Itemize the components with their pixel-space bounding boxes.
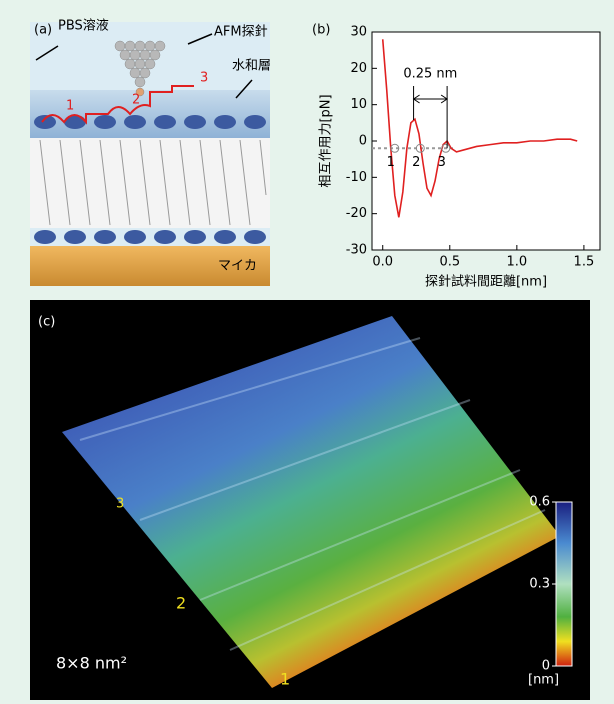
probe-path [41,85,194,125]
marker-label: 3 [438,155,446,170]
x-axis-label: 探針試料間距離[nm] [425,274,547,290]
y-tick-label: 20 [350,61,367,76]
lipid-layer [30,138,270,228]
probe-label: AFM探針 [214,25,268,40]
colorbar-unit: [nm] [528,673,559,688]
colorbar-tick-label: 0.6 [529,495,550,510]
force-curve [381,39,578,218]
surface-ridges [79,337,546,651]
substrate-label: マイカ [218,259,257,274]
y-axis-label: 相互作用力[pN] [319,94,334,187]
lipid-chains [39,139,267,226]
y-tick-label: -20 [346,206,367,221]
panel-label: (b) [312,23,330,38]
mica [30,246,270,286]
spacing-arrow [412,94,449,104]
y-tick-label: -30 [346,243,367,258]
marker-label: 2 [412,155,420,170]
marker-label: 1 [387,155,395,170]
x-tick-label: 1.0 [507,255,528,270]
head-groups [34,115,266,244]
afm-probe [114,40,166,97]
panel-a: (a) PBS溶液 AFM探針 水和層 マイカ 1 2 3 [30,19,271,286]
y-tick-label: 30 [350,25,367,40]
y-tick-label: -10 [346,170,367,185]
panel-b: (b) 探針試料間距離[nm] 相互作用力[pN] -30-20-1001020… [312,23,601,290]
panel-label: (a) [34,23,52,38]
x-tick-label: 1.5 [574,255,595,270]
marker [415,143,425,153]
colorbar-tick-label: 0 [542,659,550,674]
y-tick-label: 10 [350,97,367,112]
marker [441,143,451,153]
step-label: 3 [200,71,208,86]
x-tick-label: 0.0 [372,255,393,270]
x-tick-label: 0.5 [439,255,460,270]
colorbar-tick-label: 0.3 [529,577,550,592]
marker [390,143,400,153]
plot-frame [371,31,601,251]
hydration-label: 水和層 [232,59,271,74]
row-label: 1 [280,670,290,689]
row-label: 2 [176,594,186,613]
spacing-label: 0.25 nm [403,67,457,82]
panel-c: (c) 3 2 1 8×8 nm² [nm] 0.6 0.3 0 [30,300,590,700]
row-label: 3 [116,497,124,512]
medium-label: PBS溶液 [58,19,109,34]
y-tick-label: 0 [359,134,367,149]
surface [62,316,560,688]
panel-label: (c) [38,315,55,330]
step-label: 1 [66,99,74,114]
size-label: 8×8 nm² [56,654,127,673]
pointer-arrows [35,33,253,99]
colorbar [555,501,573,667]
step-label: 2 [132,93,140,108]
